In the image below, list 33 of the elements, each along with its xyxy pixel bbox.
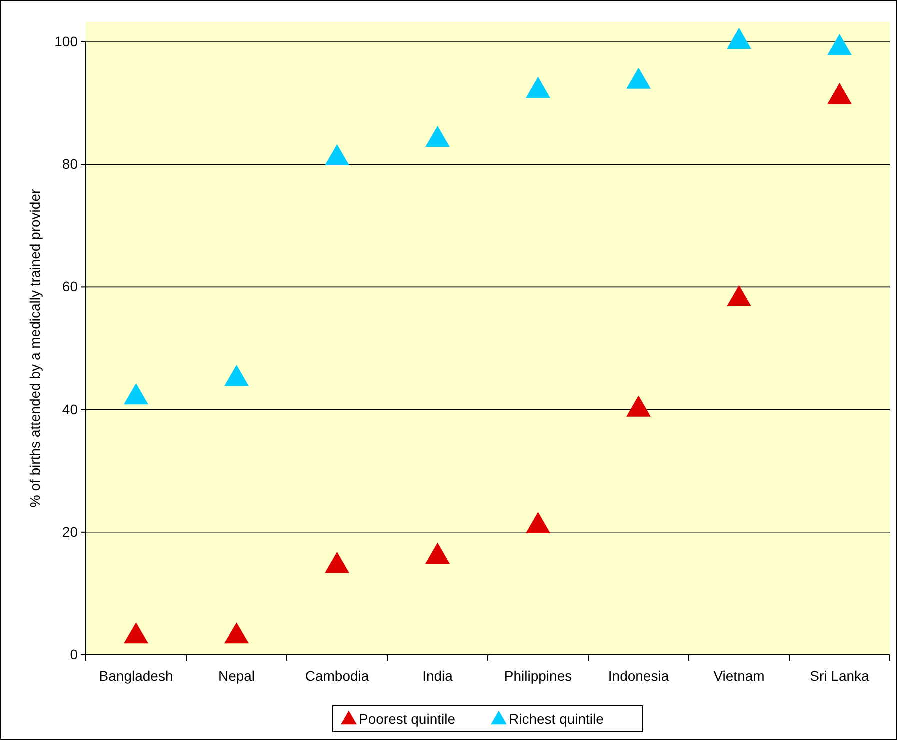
point bbox=[426, 542, 450, 564]
point bbox=[426, 126, 450, 148]
point bbox=[727, 285, 752, 307]
x-tick-label: Bangladesh bbox=[99, 668, 174, 684]
x-tick-label: Nepal bbox=[218, 668, 256, 684]
point bbox=[325, 144, 350, 166]
y-tick-label: 20 bbox=[62, 524, 78, 540]
point bbox=[727, 28, 752, 50]
point bbox=[626, 396, 651, 417]
legend-label: Poorest quintile bbox=[359, 711, 456, 727]
point bbox=[124, 383, 148, 405]
x-tick-label: Indonesia bbox=[608, 668, 670, 684]
point bbox=[224, 622, 249, 644]
legend-label: Richest quintile bbox=[509, 711, 604, 727]
y-tick-label: 60 bbox=[62, 278, 78, 295]
x-tick-label: Vietnam bbox=[714, 668, 765, 684]
y-tick-label: 80 bbox=[62, 156, 78, 172]
point bbox=[526, 512, 550, 534]
x-tick-label: India bbox=[422, 668, 454, 684]
point bbox=[828, 83, 852, 104]
y-tick-label: 0 bbox=[70, 646, 78, 662]
point bbox=[224, 365, 249, 386]
point bbox=[828, 34, 852, 56]
y-tick-label: 100 bbox=[54, 33, 78, 50]
x-tick-label: Philippines bbox=[504, 668, 572, 684]
x-tick-label: Sri Lanka bbox=[810, 668, 870, 684]
point bbox=[124, 622, 148, 644]
x-tick-label: Cambodia bbox=[305, 668, 370, 684]
y-tick-label: 40 bbox=[62, 401, 78, 418]
point bbox=[526, 76, 550, 98]
y-axis-title: % of births attended by a medically trained provider bbox=[27, 189, 43, 508]
point bbox=[626, 68, 651, 89]
point bbox=[325, 552, 350, 574]
